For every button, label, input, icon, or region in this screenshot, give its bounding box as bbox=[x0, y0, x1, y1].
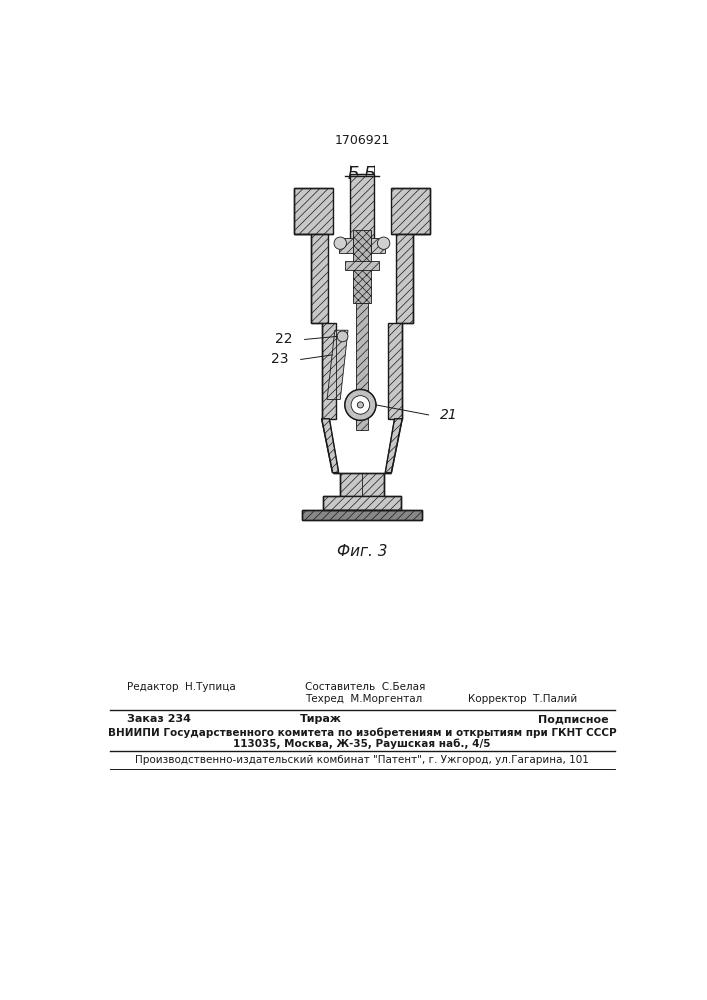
Text: 23: 23 bbox=[271, 352, 288, 366]
Wedge shape bbox=[365, 392, 374, 400]
Text: Тираж: Тираж bbox=[300, 714, 342, 724]
Wedge shape bbox=[347, 410, 356, 418]
Text: ВНИИПИ Государственного комитета по изобретениям и открытиям при ГКНТ СССР: ВНИИПИ Государственного комитета по изоб… bbox=[107, 728, 617, 738]
Wedge shape bbox=[345, 397, 352, 405]
Bar bbox=[345, 261, 379, 270]
Bar bbox=[388, 323, 402, 419]
Circle shape bbox=[357, 402, 363, 408]
Bar bbox=[351, 174, 373, 246]
Circle shape bbox=[378, 237, 390, 249]
Text: 113035, Москва, Ж-35, Раушская наб., 4/5: 113035, Москва, Ж-35, Раушская наб., 4/5 bbox=[233, 738, 491, 749]
Wedge shape bbox=[347, 392, 356, 400]
Bar bbox=[323, 496, 401, 510]
Text: Фиг. 3: Фиг. 3 bbox=[337, 544, 387, 558]
Text: 22: 22 bbox=[275, 332, 292, 346]
Text: 21: 21 bbox=[440, 408, 457, 422]
Bar bbox=[353, 230, 371, 303]
Text: Техред  М.Моргентал: Техред М.Моргентал bbox=[305, 694, 423, 704]
Wedge shape bbox=[345, 405, 352, 413]
Wedge shape bbox=[353, 389, 361, 397]
Bar bbox=[293, 188, 332, 234]
Bar bbox=[339, 238, 353, 253]
Text: Б-Б: Б-Б bbox=[348, 165, 376, 183]
Polygon shape bbox=[322, 419, 339, 473]
Wedge shape bbox=[361, 389, 368, 397]
Circle shape bbox=[334, 237, 346, 249]
Bar bbox=[301, 510, 422, 520]
Text: Подписное: Подписное bbox=[538, 714, 609, 724]
Polygon shape bbox=[327, 330, 348, 400]
Text: Корректор  Т.Палий: Корректор Т.Палий bbox=[468, 694, 578, 704]
Bar bbox=[356, 303, 368, 430]
Wedge shape bbox=[361, 413, 368, 420]
Wedge shape bbox=[353, 413, 361, 420]
Circle shape bbox=[351, 396, 370, 414]
Wedge shape bbox=[368, 397, 376, 405]
Polygon shape bbox=[385, 419, 402, 473]
Bar bbox=[322, 323, 336, 419]
Text: Составитель  С.Белая: Составитель С.Белая bbox=[305, 682, 426, 692]
Wedge shape bbox=[368, 405, 376, 413]
Bar bbox=[311, 234, 328, 323]
Circle shape bbox=[337, 331, 348, 342]
Text: Производственно-издательский комбинат "Патент", г. Ужгород, ул.Гагарина, 101: Производственно-издательский комбинат "П… bbox=[135, 755, 589, 765]
Bar bbox=[396, 234, 413, 323]
Text: 1706921: 1706921 bbox=[334, 134, 390, 147]
Text: Редактор  Н.Тупица: Редактор Н.Тупица bbox=[127, 682, 236, 692]
Bar bbox=[392, 188, 430, 234]
Bar bbox=[340, 473, 384, 496]
Bar bbox=[371, 238, 385, 253]
Wedge shape bbox=[365, 410, 374, 418]
Text: Заказ 234: Заказ 234 bbox=[127, 714, 191, 724]
